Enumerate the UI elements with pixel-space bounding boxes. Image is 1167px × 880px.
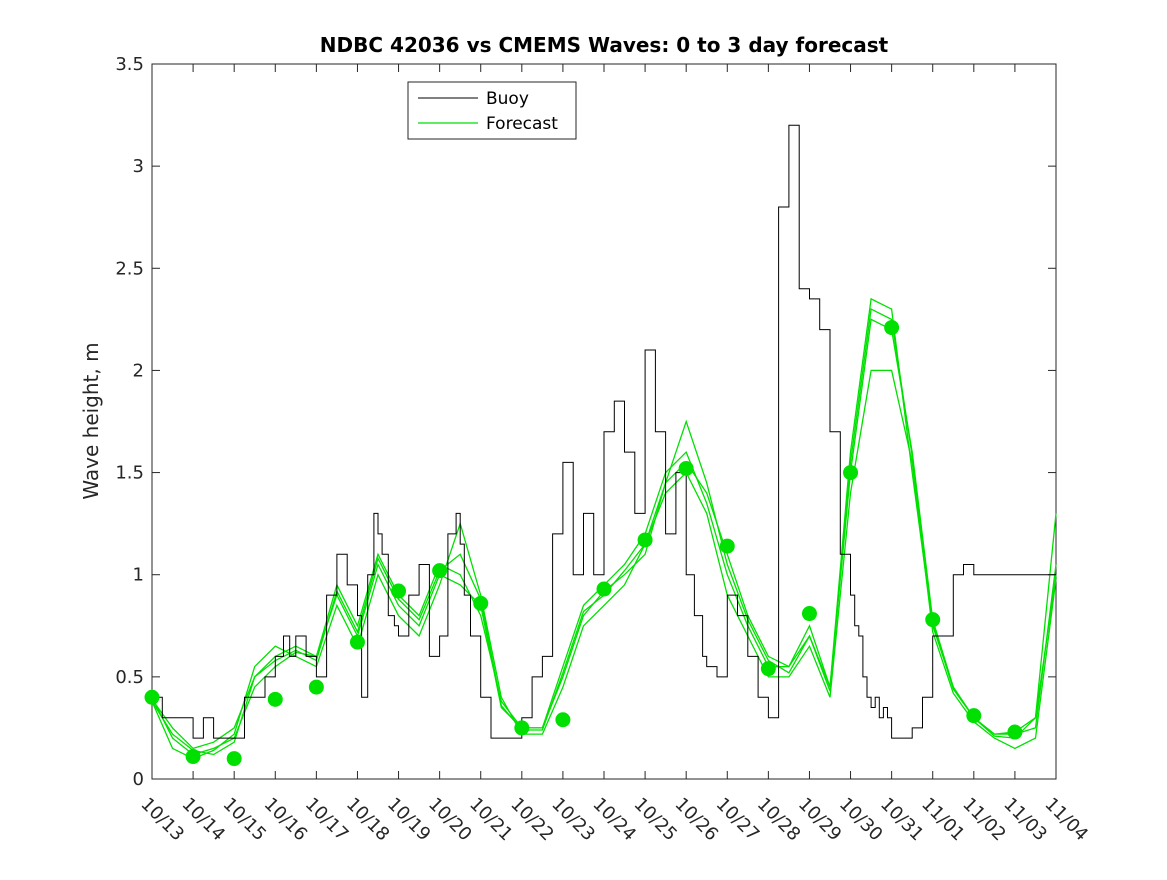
forecast-marker: [678, 460, 694, 476]
y-tick-label: 2: [133, 360, 144, 381]
forecast-marker: [801, 606, 817, 622]
forecast-marker: [308, 679, 324, 695]
y-tick-label: 0.5: [115, 667, 144, 688]
x-tick-label: 10/31: [876, 794, 928, 846]
legend-buoy-label: Buoy: [486, 89, 529, 109]
x-tick-label: 11/01: [917, 794, 969, 846]
forecast-marker: [514, 720, 530, 736]
x-tick-label: 10/21: [465, 794, 517, 846]
forecast-marker: [555, 712, 571, 728]
axes-box: [151, 63, 1057, 780]
x-tick-label: 10/23: [547, 794, 599, 846]
x-tick-label: 10/28: [753, 794, 805, 846]
x-tick-label: 10/15: [219, 794, 271, 846]
x-tick-label: 11/02: [958, 794, 1010, 846]
x-tick-label: 10/29: [794, 794, 846, 846]
y-tick-label: 2.5: [115, 258, 144, 279]
forecast-marker: [1007, 724, 1023, 740]
x-tick-label: 10/27: [712, 794, 764, 846]
forecast-marker: [391, 583, 407, 599]
x-tick-label: 10/24: [588, 794, 640, 846]
legend-box: [407, 81, 577, 140]
x-tick-label: 10/14: [178, 794, 230, 846]
x-tick-label: 10/19: [383, 794, 435, 846]
forecast-marker: [884, 320, 900, 336]
x-tick-label: 11/04: [1040, 794, 1092, 846]
plot-area: 00.511.522.533.510/1310/1410/1510/1610/1…: [115, 54, 1092, 845]
forecast-line-3: [151, 369, 1057, 760]
forecast-marker: [843, 465, 859, 481]
x-tick-label: 10/22: [506, 794, 558, 846]
forecast-marker: [637, 532, 653, 548]
forecast-marker: [966, 708, 982, 724]
forecast-marker: [925, 612, 941, 628]
legend: Buoy Forecast: [407, 81, 577, 140]
forecast-marker: [349, 634, 365, 650]
x-tick-label: 10/13: [136, 794, 188, 846]
y-tick-label: 1: [133, 565, 144, 586]
forecast-marker: [719, 538, 735, 554]
y-tick-label: 0: [133, 769, 144, 790]
forecast-marker: [596, 581, 612, 597]
x-tick-label: 10/20: [424, 794, 476, 846]
forecast-marker: [760, 661, 776, 677]
x-tick-label: 10/26: [671, 794, 723, 846]
forecast-marker: [432, 563, 448, 579]
y-tick-label: 1.5: [115, 463, 144, 484]
y-tick-label: 3.5: [115, 54, 144, 75]
x-tick-label: 10/25: [630, 794, 682, 846]
forecast-marker: [473, 595, 489, 611]
chart-title: NDBC 42036 vs CMEMS Waves: 0 to 3 day fo…: [320, 33, 889, 57]
forecast-marker: [144, 689, 160, 705]
x-tick-label: 10/18: [342, 794, 394, 846]
buoy-line: [152, 124, 1056, 739]
legend-forecast-label: Forecast: [486, 114, 558, 134]
forecast-marker: [226, 751, 242, 767]
y-tick-label: 3: [133, 156, 144, 177]
forecast-marker: [267, 691, 283, 707]
forecast-marker: [185, 749, 201, 765]
x-tick-label: 11/03: [999, 794, 1051, 846]
y-axis-label: Wave height, m: [79, 342, 103, 499]
x-tick-label: 10/30: [835, 794, 887, 846]
x-tick-label: 10/16: [260, 794, 312, 846]
x-tick-label: 10/17: [301, 794, 353, 846]
